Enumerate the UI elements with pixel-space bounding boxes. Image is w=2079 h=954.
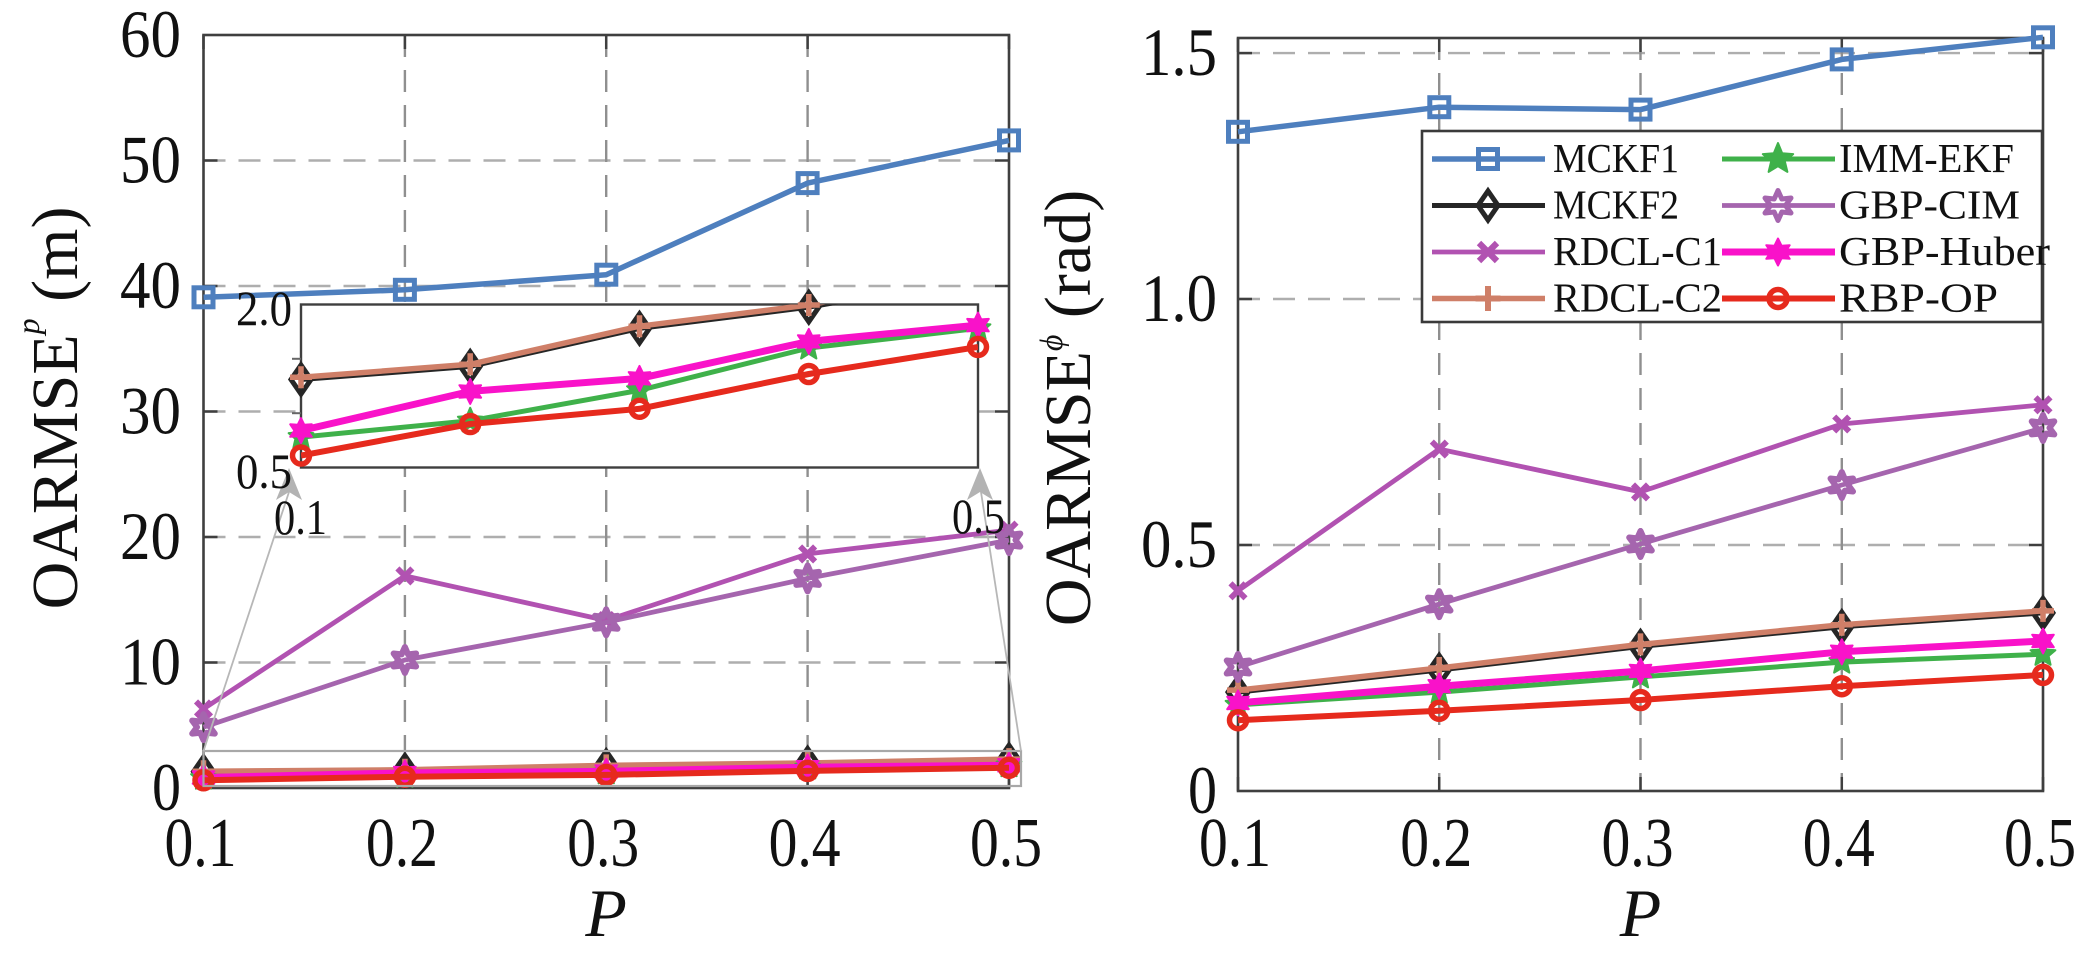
- svg-text:0.5: 0.5: [1141, 506, 1217, 582]
- svg-text:P: P: [1619, 875, 1662, 951]
- svg-text:0.3: 0.3: [567, 805, 639, 882]
- svg-text:1.5: 1.5: [1141, 14, 1217, 90]
- svg-text:30: 30: [120, 373, 181, 449]
- svg-text:RDCL-C1: RDCL-C1: [1553, 228, 1722, 274]
- svg-text:1.0: 1.0: [1141, 260, 1217, 336]
- svg-text:0.5: 0.5: [952, 488, 1005, 544]
- svg-text:60: 60: [120, 0, 181, 72]
- svg-text:0.5: 0.5: [2004, 805, 2076, 882]
- svg-text:0: 0: [1188, 752, 1217, 828]
- svg-text:0.4: 0.4: [769, 805, 841, 882]
- svg-text:GBP-Huber: GBP-Huber: [1839, 228, 2050, 274]
- svg-text:0.4: 0.4: [1803, 805, 1875, 882]
- svg-text:2.0: 2.0: [236, 280, 292, 336]
- svg-text:20: 20: [120, 498, 181, 574]
- svg-text:0.1: 0.1: [274, 489, 327, 545]
- svg-text:10: 10: [120, 624, 181, 700]
- svg-text:0.1: 0.1: [1199, 805, 1271, 882]
- svg-text:MCKF2: MCKF2: [1553, 182, 1679, 228]
- svg-text:RDCL-C2: RDCL-C2: [1553, 275, 1722, 321]
- svg-text:OARMSEp (m): OARMSEp (m): [10, 207, 92, 610]
- svg-text:0.3: 0.3: [1602, 805, 1674, 882]
- svg-text:0.1: 0.1: [165, 805, 237, 882]
- svg-text:0.5: 0.5: [236, 443, 292, 499]
- svg-text:MCKF1: MCKF1: [1553, 135, 1679, 181]
- svg-text:40: 40: [120, 247, 181, 323]
- svg-text:P: P: [584, 875, 627, 951]
- svg-text:OARMSEϕ (rad): OARMSEϕ (rad): [1032, 190, 1105, 626]
- svg-text:50: 50: [120, 122, 181, 198]
- svg-text:0.5: 0.5: [970, 805, 1042, 882]
- svg-text:0: 0: [152, 749, 181, 825]
- svg-text:0.2: 0.2: [1400, 805, 1472, 882]
- svg-text:IMM-EKF: IMM-EKF: [1839, 135, 2014, 181]
- svg-text:RBP-OP: RBP-OP: [1839, 275, 1998, 321]
- svg-text:0.2: 0.2: [366, 805, 438, 882]
- svg-text:GBP-CIM: GBP-CIM: [1839, 182, 2020, 228]
